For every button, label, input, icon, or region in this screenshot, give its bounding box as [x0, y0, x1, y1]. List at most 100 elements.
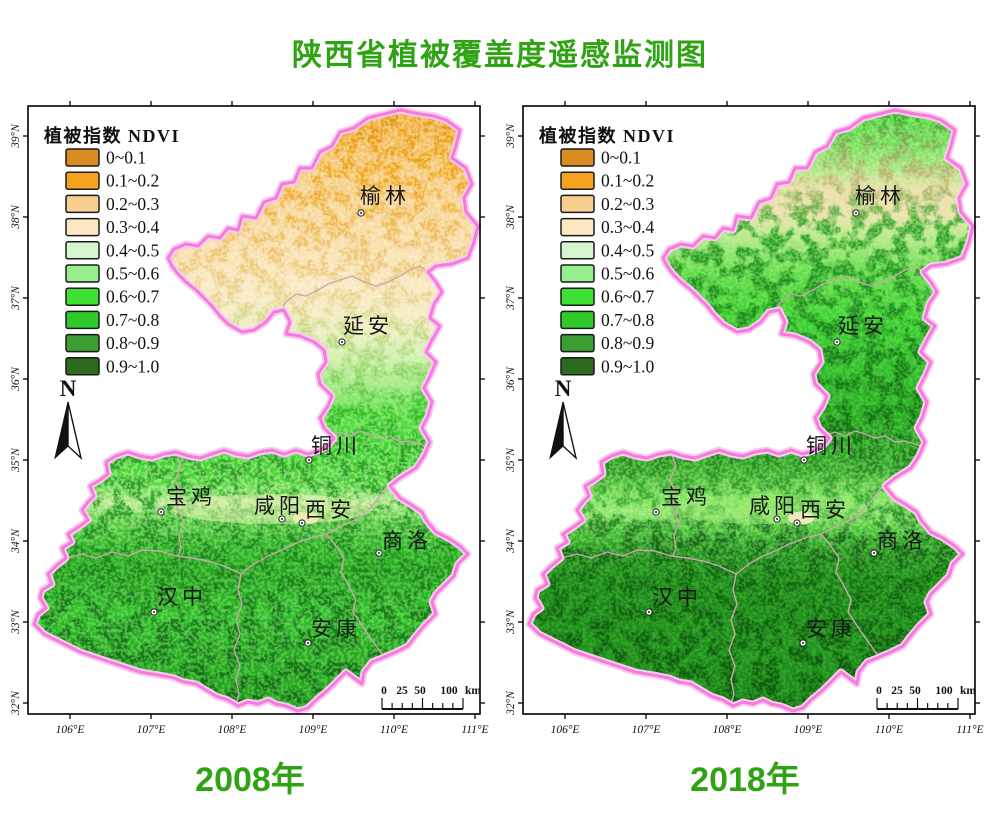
legend-swatch: [560, 333, 595, 353]
north-arrow: N: [549, 376, 578, 461]
city-label: 安康: [806, 617, 856, 641]
lat-tick-label: 36°N: [10, 366, 22, 392]
weihe-valley-pale-band: [173, 494, 373, 524]
lat-tick-label: 32°N: [10, 690, 22, 716]
lat-tick-label: 39°N: [10, 123, 22, 149]
scalebar-label-0: 0: [381, 685, 387, 697]
legend-swatch: [65, 241, 100, 260]
legend-item-label: 0.1~0.2: [601, 171, 654, 191]
legend-items: 0~0.1 0.1~0.2 0.2~0.3 0.3~0.4 0.4~0.5 0.5~0.6…: [65, 148, 159, 376]
city-marker-dot: [836, 341, 838, 343]
city-marker-dot: [360, 212, 362, 214]
lon-tick-label: 106°E: [551, 724, 580, 736]
lat-tick-label: 34°N: [505, 528, 517, 554]
legend-swatch: [560, 148, 595, 167]
legend-swatch: [560, 194, 595, 214]
legend-item-label: 0.9~1.0: [106, 356, 159, 376]
lon-tick-label: 107°E: [137, 724, 166, 736]
north-arrow-left: [54, 401, 69, 460]
city-marker-dot: [153, 611, 155, 613]
lat-tick-label: 39°N: [505, 123, 517, 149]
legend-item-label: 0.8~0.9: [601, 333, 654, 353]
legend-item-label: 0.8~0.9: [106, 333, 159, 353]
lon-tick-label: 109°E: [299, 724, 328, 736]
city-label: 西安: [800, 498, 850, 522]
scalebar-label-50: 50: [909, 685, 921, 697]
lon-tick-label: 110°E: [875, 724, 903, 736]
city-marker-dot: [796, 522, 798, 524]
legend: 植被指数 NDVI 0~0.1 0.1~0.2 0.2~0.3 0.3~0.4 0.4~…: [44, 125, 180, 376]
city-marker-dot: [281, 518, 283, 520]
scale-bar: 0 25 50 100 km: [876, 685, 976, 710]
lat-tick-label: 35°N: [505, 447, 517, 473]
map-2018-canvas: 106°E 107°E 108°E 109°E 110°E 111°E 39°N 38°N 37…: [505, 101, 984, 736]
legend-swatch: [65, 171, 100, 190]
scalebar-label-25: 25: [396, 685, 408, 697]
city-marker-dot: [648, 611, 650, 613]
legend-item-label: 0.7~0.8: [106, 310, 159, 330]
north-label: N: [60, 376, 77, 401]
lat-tick-label: 33°N: [505, 609, 517, 635]
city-label: 西安: [305, 498, 355, 522]
legend-item-label: 0.5~0.6: [106, 264, 159, 284]
city-marker-dot: [308, 459, 310, 461]
scalebar-ticks: [876, 698, 959, 709]
scalebar-ticks: [381, 698, 464, 709]
caption-year-2008: 2008年: [195, 761, 305, 799]
legend-swatch: [65, 310, 100, 330]
city-label: 咸阳: [749, 494, 799, 518]
north-arrow-right: [562, 401, 578, 461]
north-arrow: N: [54, 376, 83, 461]
legend-swatch: [65, 333, 100, 353]
legend-item-label: 0.4~0.5: [106, 240, 159, 260]
city-label: 商洛: [382, 529, 432, 553]
legend-item-label: 0.1~0.2: [106, 171, 159, 191]
legend-item-label: 0~0.1: [601, 148, 641, 168]
city-marker-dot: [160, 511, 162, 513]
legend-items: 0~0.1 0.1~0.2 0.2~0.3 0.3~0.4 0.4~0.5 0.5~0.6…: [560, 148, 654, 376]
scalebar-unit: km: [960, 685, 976, 697]
legend-swatch: [65, 357, 100, 376]
legend-swatch: [560, 357, 595, 376]
legend-swatch: [65, 194, 100, 214]
city-marker-dot: [307, 642, 309, 644]
lon-tick-label: 111°E: [956, 724, 983, 736]
legend-swatch: [560, 310, 595, 330]
legend-item-label: 0.6~0.7: [106, 287, 159, 307]
city-marker-dot: [378, 552, 380, 554]
legend-item-label: 0.3~0.4: [601, 217, 654, 237]
scalebar-unit: km: [465, 685, 481, 697]
city-label: 铜川: [311, 434, 361, 458]
city-label: 延安: [838, 314, 888, 338]
lat-tick-label: 38°N: [10, 204, 22, 230]
lon-tick-label: 109°E: [794, 724, 823, 736]
lat-tick-label: 35°N: [10, 447, 22, 473]
caption-year-2018: 2018年: [690, 761, 800, 799]
legend-title: 植被指数 NDVI: [44, 125, 180, 146]
scalebar-label-100: 100: [935, 685, 953, 697]
city-label: 宝鸡: [166, 485, 216, 509]
north-label: N: [555, 376, 572, 401]
map-frame: [522, 105, 976, 715]
prefecture-boundaries: [560, 265, 924, 708]
city-marker-dot: [873, 552, 875, 554]
city-label: 汉中: [157, 585, 207, 609]
city-marker-dot: [341, 341, 343, 343]
lon-tick-label: 108°E: [218, 724, 247, 736]
legend-item-label: 0.5~0.6: [601, 264, 654, 284]
city-label: 咸阳: [254, 494, 304, 518]
page-title: 陕西省植被覆盖度遥感监测图: [292, 39, 708, 72]
legend-swatch: [65, 287, 100, 306]
city-marker-dot: [776, 518, 778, 520]
lon-tick-label: 111°E: [461, 724, 488, 736]
city-label: 铜川: [806, 434, 856, 458]
city-label: 宝鸡: [661, 485, 711, 509]
legend-swatch: [560, 241, 595, 260]
legend-swatch: [560, 171, 595, 190]
city-label: 商洛: [877, 529, 927, 553]
axes-layer: 106°E 107°E 108°E 109°E 110°E 111°E 39°N 38°N 37…: [10, 101, 489, 736]
city-label: 榆林: [360, 184, 410, 208]
lon-tick-label: 106°E: [56, 724, 85, 736]
north-arrow-left: [549, 401, 564, 460]
